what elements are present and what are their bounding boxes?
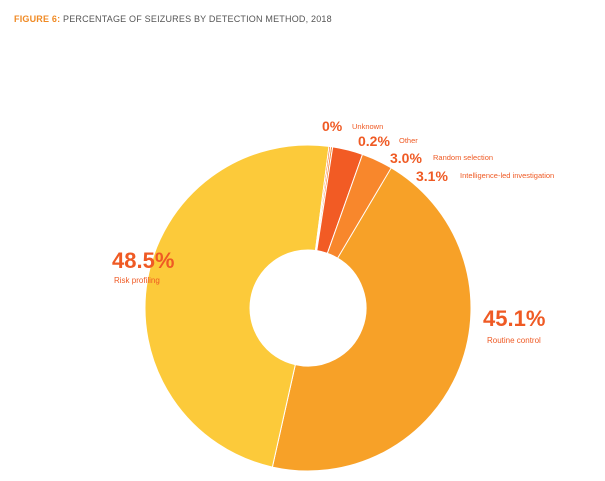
slice-routine-control — [271, 166, 472, 472]
random-selection-value: 3.0% — [390, 150, 422, 166]
donut-slices — [144, 144, 472, 472]
unknown-value: 0% — [322, 118, 343, 134]
figure-number: FIGURE 6: — [14, 14, 61, 24]
routine-control-label: Routine control — [487, 336, 541, 345]
unknown-label: Unknown — [352, 122, 383, 131]
intelligence-led-value: 3.1% — [416, 168, 448, 184]
risk-profiling-value: 48.5% — [112, 248, 174, 273]
slice-risk-profiling — [144, 144, 330, 468]
routine-control-value: 45.1% — [483, 306, 545, 331]
figure-title: FIGURE 6: PERCENTAGE OF SEIZURES BY DETE… — [14, 14, 332, 24]
other-label: Other — [399, 136, 418, 145]
slice-intelligence-led-investigation — [326, 153, 392, 259]
intelligence-led-label: Intelligence-led investigation — [460, 171, 554, 180]
other-value: 0.2% — [358, 133, 390, 149]
figure-title-text: PERCENTAGE OF SEIZURES BY DETECTION METH… — [63, 14, 332, 24]
random-selection-label: Random selection — [433, 153, 493, 162]
risk-profiling-label: Risk profiling — [114, 276, 160, 285]
